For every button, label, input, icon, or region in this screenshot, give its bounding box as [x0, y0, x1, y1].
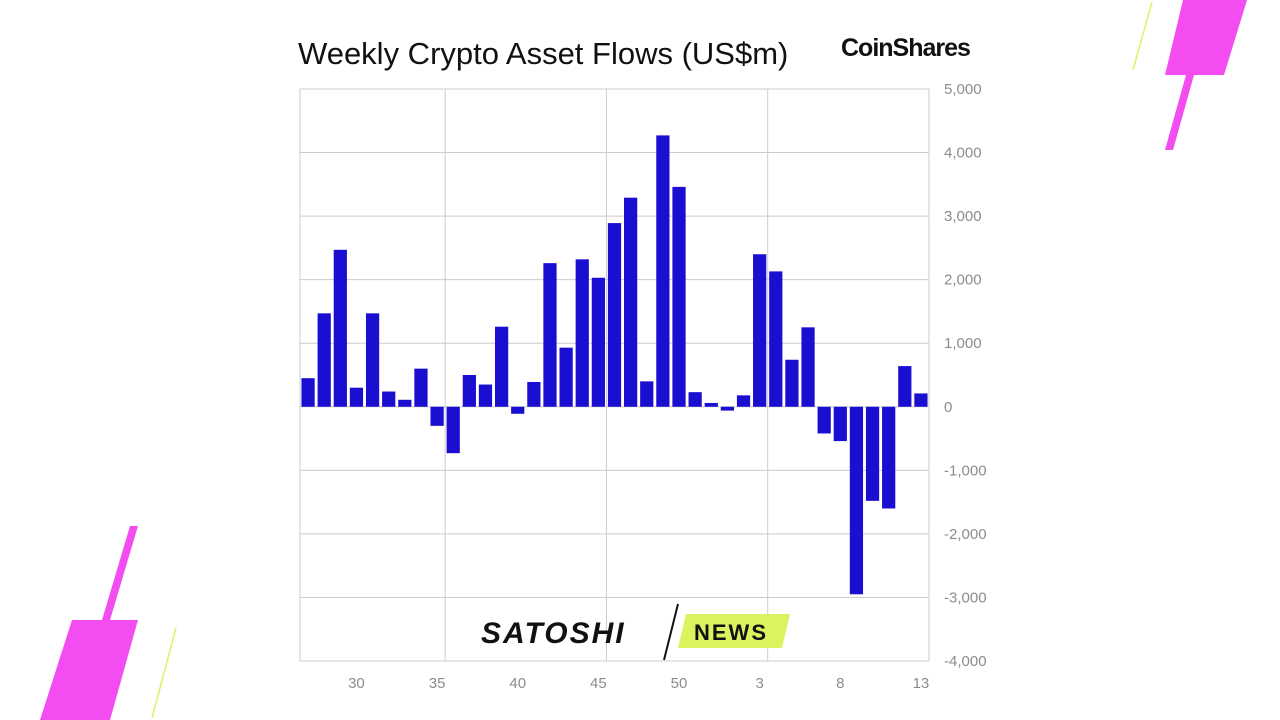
bar: [414, 368, 428, 407]
bar: [591, 277, 605, 407]
bar: [882, 406, 896, 509]
x-tick-label: 30: [348, 675, 365, 692]
y-tick-label: -3,000: [944, 589, 987, 606]
decor-lime-bottom-line: [151, 627, 177, 719]
bar: [640, 381, 654, 407]
y-axis-ticks: 5,000 4,000 3,000 2,000 1,000 0 -1,000 -2,000 -3…: [944, 81, 987, 670]
bar: [607, 223, 622, 407]
decor-magenta-top-stick: [1165, 75, 1194, 150]
decor-lime-top-line: [1132, 1, 1153, 71]
bar: [365, 313, 380, 407]
x-tick-label: 8: [836, 675, 844, 692]
bar: [349, 387, 364, 407]
bar: [817, 406, 831, 434]
y-tick-label: 2,000: [944, 272, 982, 289]
bar: [462, 375, 476, 407]
x-tick-label: 35: [429, 675, 446, 692]
bar-series: [301, 135, 928, 595]
bar: [898, 366, 912, 407]
y-tick-label: 0: [944, 399, 952, 416]
y-tick-label: -2,000: [944, 526, 987, 543]
bar: [430, 406, 444, 426]
bar: [624, 197, 638, 407]
coinshares-logo: CoinShares: [841, 34, 970, 62]
bar: [785, 359, 799, 407]
decor-magenta-bottom-slab: [40, 620, 138, 720]
bar: [672, 186, 686, 407]
bar: [478, 384, 493, 407]
bar: [317, 313, 331, 407]
y-tick-label: 3,000: [944, 208, 982, 225]
bar: [511, 406, 525, 414]
bar: [833, 406, 847, 442]
bar: [575, 259, 589, 407]
bar: [527, 381, 541, 407]
watermark-satoshi: SATOSHI: [481, 617, 626, 650]
bar: [704, 402, 718, 407]
y-tick-label: -4,000: [944, 653, 987, 670]
bar: [688, 392, 702, 407]
bar: [849, 406, 864, 595]
bar: [559, 347, 573, 407]
bar: [801, 327, 815, 407]
y-tick-label: 1,000: [944, 335, 982, 352]
decor-magenta-top-slab: [1165, 0, 1247, 75]
decorative-shapes: [40, 0, 1247, 720]
bar: [769, 271, 783, 407]
x-tick-label: 45: [590, 675, 607, 692]
x-axis-ticks: 30 35 40 45 50 3 8 13: [348, 675, 929, 692]
bar: [398, 399, 412, 407]
bar: [720, 406, 735, 411]
y-tick-label: 5,000: [944, 81, 982, 98]
bar: [333, 249, 347, 407]
bar: [914, 393, 928, 407]
watermark-slash: [663, 603, 679, 661]
x-tick-label: 40: [509, 675, 526, 692]
bar: [446, 406, 460, 454]
x-tick-label: 13: [913, 675, 930, 692]
bar: [382, 391, 396, 407]
bar: [656, 135, 670, 407]
chart-title: Weekly Crypto Asset Flows (US$m): [298, 36, 788, 71]
watermark-news: NEWS: [694, 620, 768, 645]
watermark-news-badge: [678, 614, 790, 648]
y-tick-label: -1,000: [944, 462, 987, 479]
bar: [865, 406, 880, 501]
x-tick-label: 50: [671, 675, 688, 692]
y-tick-label: 4,000: [944, 145, 982, 162]
satoshi-news-watermark: SATOSHI NEWS: [481, 603, 790, 661]
bar: [494, 326, 509, 407]
bar: [736, 395, 751, 407]
bar: [301, 378, 315, 407]
x-tick-label: 3: [755, 675, 763, 692]
decor-magenta-bottom-stick: [102, 526, 138, 620]
bar: [753, 254, 767, 407]
bar: [543, 263, 557, 407]
